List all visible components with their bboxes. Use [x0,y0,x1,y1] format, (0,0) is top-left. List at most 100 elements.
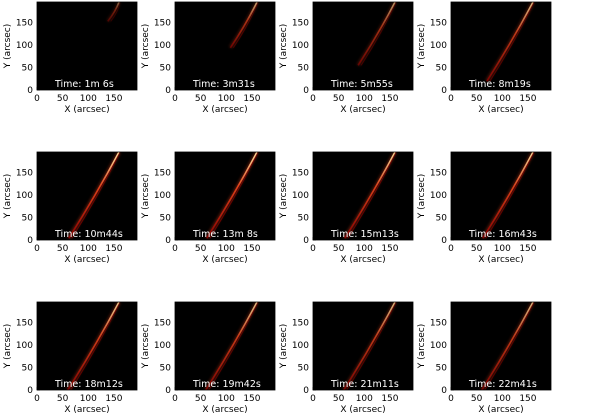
plot-area [37,152,137,240]
x-tick-label: 0 [34,94,40,104]
y-axis-label: Y (arcsec) [3,24,13,70]
y-tick-label: 50 [160,363,172,373]
x-tick-label: 0 [448,94,454,104]
time-label: Time: 19m42s [192,379,261,390]
x-tick-label: 100 [218,244,235,254]
y-tick-label: 50 [22,63,34,73]
y-tick-label: 100 [16,341,33,351]
loop-strand [343,302,396,390]
x-axis-label: X (arcsec) [478,255,523,265]
time-label: Time: 5m55s [330,79,393,90]
loop-strand [68,152,120,239]
y-axis-label: Y (arcsec) [417,24,427,70]
loop-strand-secondary [209,152,259,239]
y-tick-label: 150 [154,318,171,328]
x-tick-label: 50 [333,394,345,404]
axis-frame [36,151,138,241]
time-label: Time: 22m41s [468,379,537,390]
y-tick-label: 150 [292,318,309,328]
y-axis-label: Y (arcsec) [141,174,151,220]
y-tick-label: 0 [441,236,447,246]
axis-frame [312,1,414,91]
axis-frame [312,151,414,241]
loop-strand-secondary [208,302,259,390]
x-tick-label: 100 [356,244,373,254]
x-tick-label: 150 [519,394,536,404]
y-axis-label: Y (arcsec) [3,174,13,220]
x-tick-label: 150 [381,394,398,404]
y-tick-label: 150 [154,168,171,178]
x-axis-label: X (arcsec) [64,405,109,415]
y-axis-label: Y (arcsec) [141,324,151,370]
x-tick-label: 150 [243,244,260,254]
time-label: Time: 13m 8s [192,229,258,240]
x-tick-label: 100 [218,394,235,404]
x-tick-label: 0 [34,394,40,404]
y-tick-label: 100 [430,341,447,351]
y-tick-label: 0 [165,386,171,396]
y-tick-label: 0 [303,386,309,396]
y-tick-label: 0 [27,236,33,246]
x-tick-label: 50 [57,94,69,104]
x-tick-label: 100 [494,394,511,404]
x-axis-label: X (arcsec) [202,105,247,115]
x-tick-label: 0 [310,94,316,104]
time-label: Time: 21m11s [330,379,399,390]
x-axis-label: X (arcsec) [340,255,385,265]
loop-strand [357,2,396,66]
time-label: Time: 15m13s [330,229,399,240]
time-label: Time: 10m44s [54,229,123,240]
loop-strand-secondary [70,302,121,390]
loop-strand-secondary [489,2,535,82]
loop-strand-secondary [485,152,535,239]
loop-strand [206,152,258,239]
axis-frame [36,301,138,391]
x-tick-label: 50 [333,244,345,254]
x-tick-label: 50 [333,94,345,104]
loop-strand-secondary [360,2,397,66]
y-axis-label: Y (arcsec) [417,324,427,370]
x-tick-label: 100 [80,94,97,104]
y-tick-label: 0 [303,236,309,246]
y-tick-label: 50 [436,363,448,373]
x-tick-label: 0 [172,94,178,104]
y-tick-label: 100 [292,41,309,51]
x-tick-label: 50 [195,394,207,404]
plot-area [451,2,551,90]
y-tick-label: 50 [298,63,310,73]
y-tick-label: 100 [154,191,171,201]
y-tick-label: 100 [292,341,309,351]
loop-strand-secondary [71,152,121,239]
y-tick-label: 50 [436,63,448,73]
y-tick-label: 0 [303,86,309,96]
axis-frame [450,151,552,241]
x-axis-label: X (arcsec) [478,105,523,115]
x-tick-label: 150 [243,94,260,104]
y-tick-label: 100 [430,191,447,201]
y-axis-label: Y (arcsec) [417,174,427,220]
time-label: Time: 8m19s [468,79,531,90]
x-tick-label: 50 [195,244,207,254]
loop-strand-secondary [346,302,397,390]
x-tick-label: 0 [448,394,454,404]
x-tick-label: 0 [172,394,178,404]
loop-strand [205,302,258,390]
y-tick-label: 100 [16,41,33,51]
loop-strand-secondary [232,2,259,49]
x-tick-label: 50 [57,244,69,254]
loop-strand [67,302,120,390]
axis-frame [174,301,276,391]
loop-strand [481,302,534,390]
axis-frame [450,301,552,391]
y-tick-label: 0 [441,386,447,396]
y-tick-label: 100 [16,191,33,201]
y-tick-label: 150 [154,18,171,28]
